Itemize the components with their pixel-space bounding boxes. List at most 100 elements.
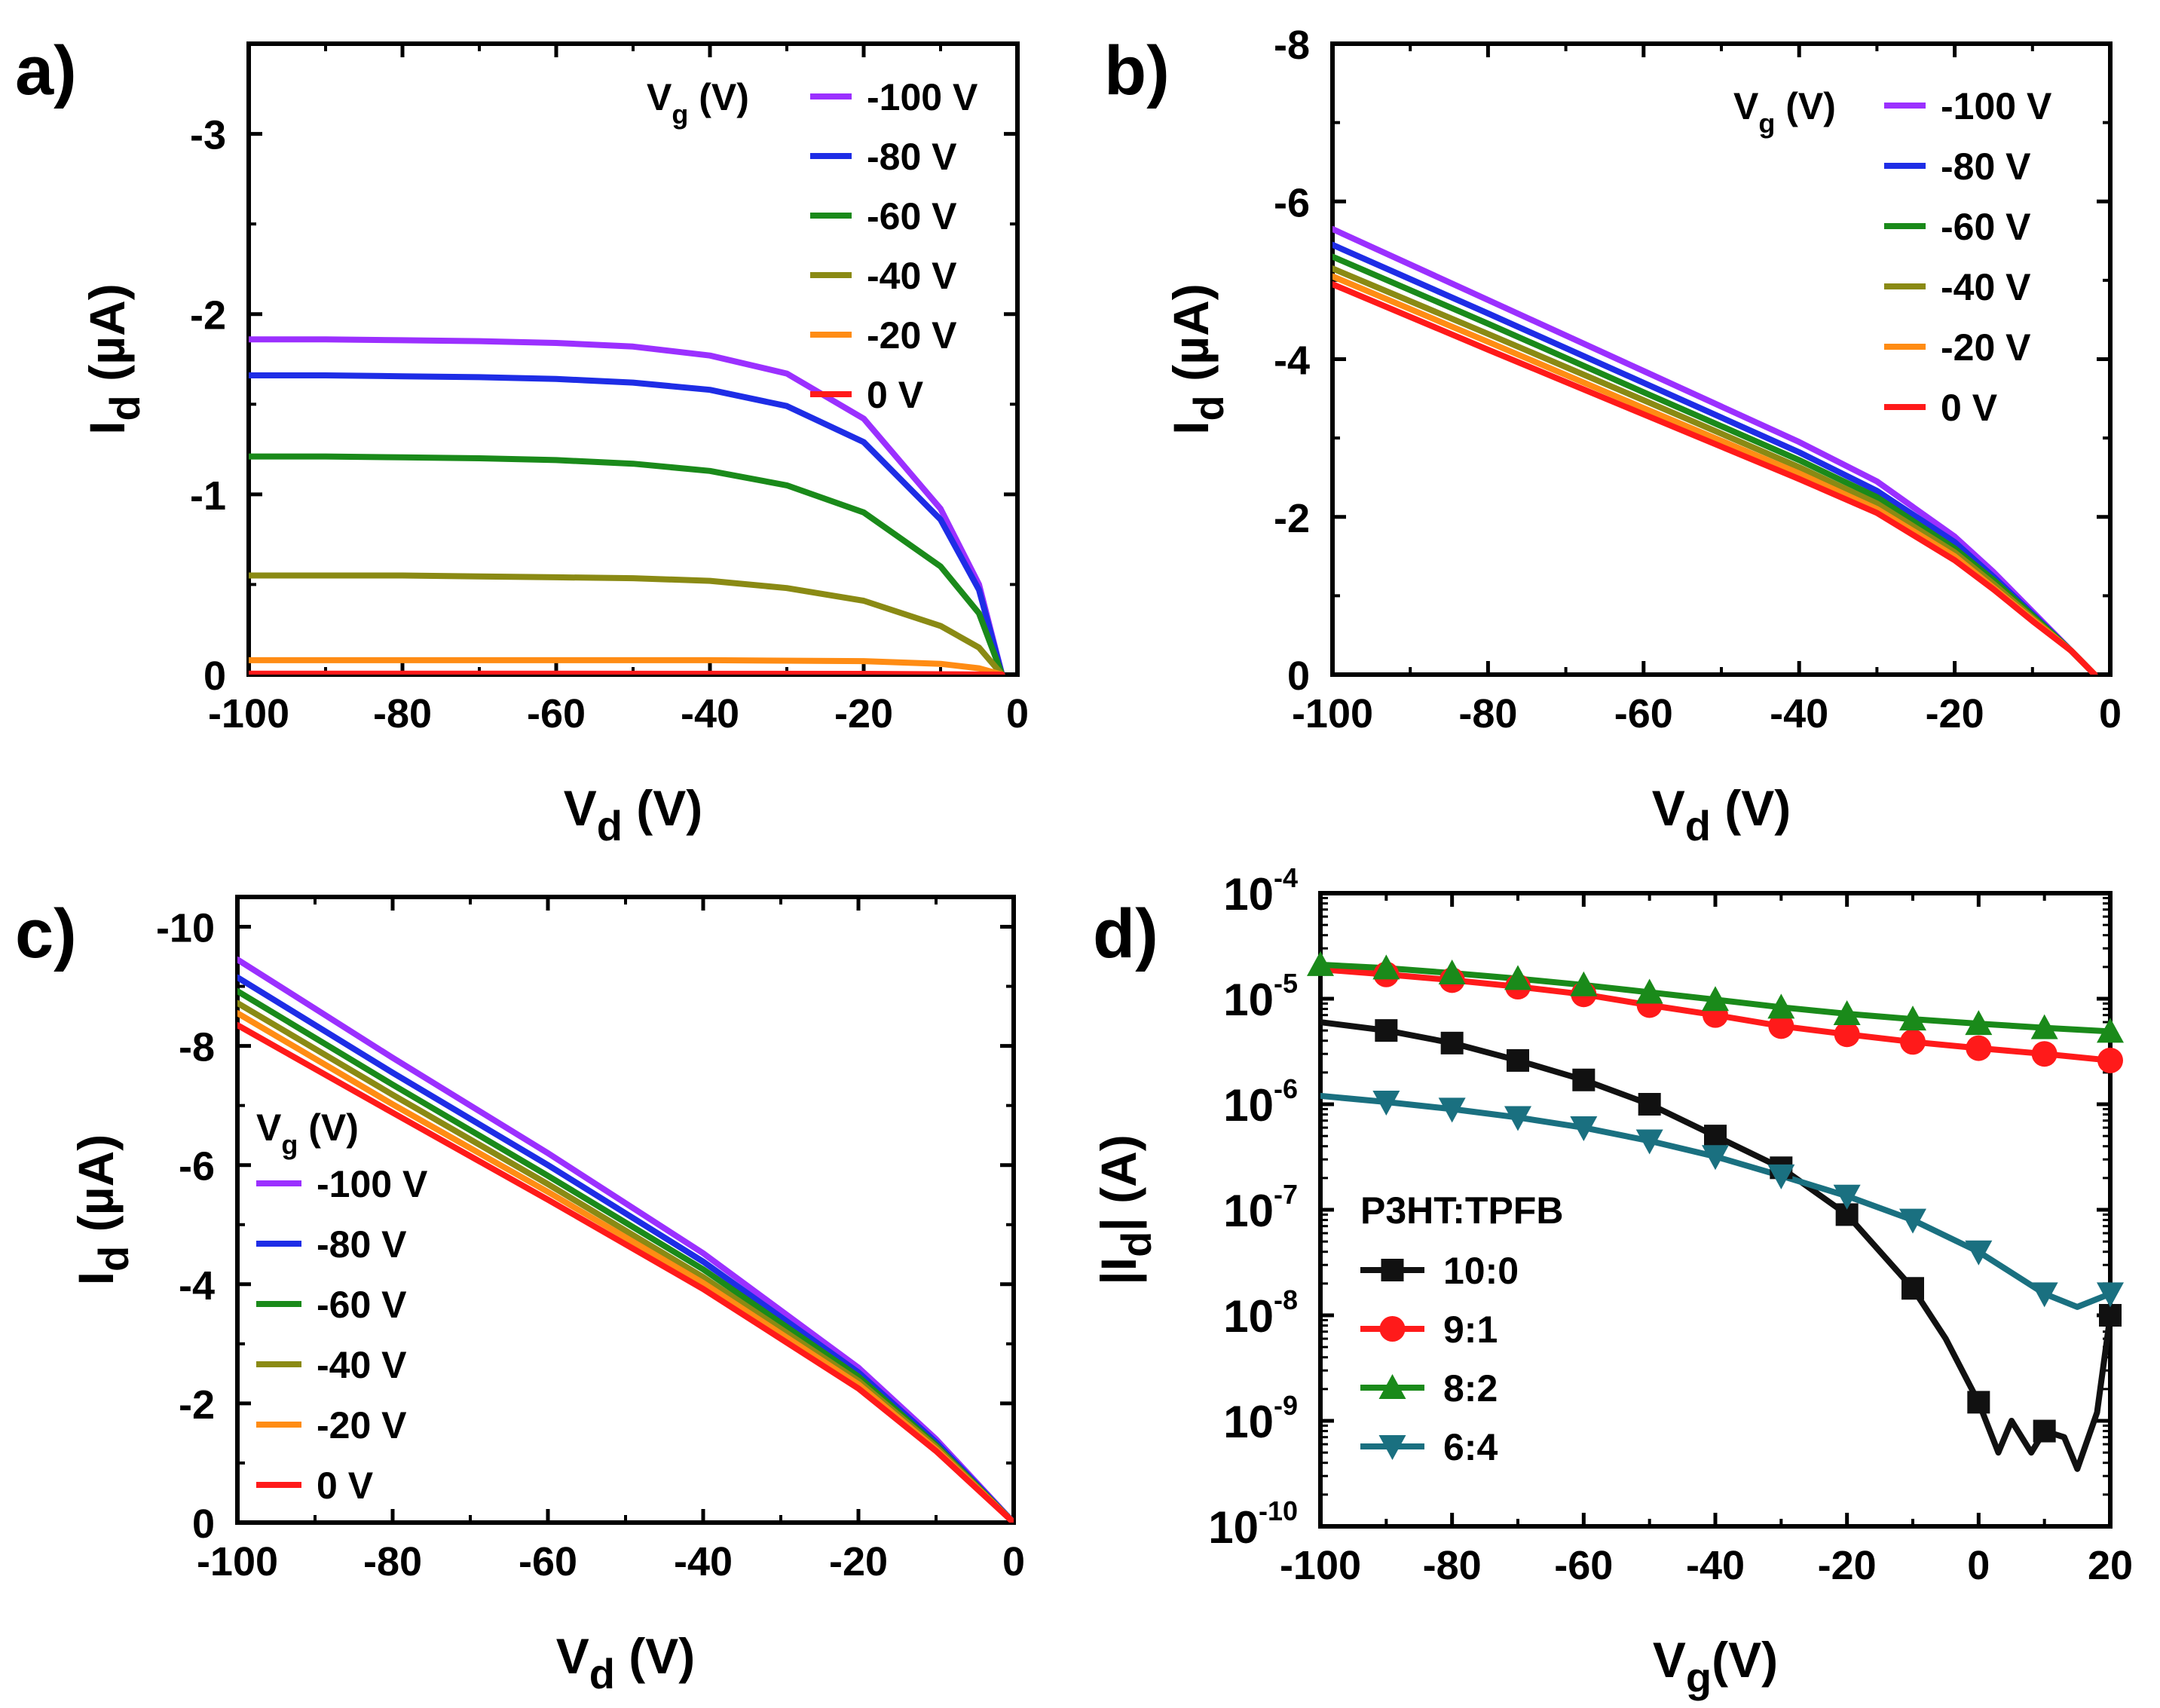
x-axis-label-main: V (556, 1628, 589, 1684)
y-tick-exponent: -9 (1274, 1390, 1298, 1421)
x-tick-label: -40 (1686, 1543, 1745, 1588)
legend-label: 10:0 (1443, 1250, 1519, 1292)
data-point-100 (1440, 1031, 1464, 1054)
y-tick-label: -8 (1274, 23, 1310, 68)
x-axis-label-sub: g (1686, 1654, 1712, 1701)
legend: P3HT:TPFB 10:0 9:1 8:2 6:4 (1360, 1189, 1563, 1468)
plot-area (249, 336, 1005, 675)
legend-label: -40 V (867, 255, 957, 297)
legend-title-main: V (647, 76, 672, 118)
y-axis-label: Id (µA) (79, 283, 148, 435)
data-point-82 (1438, 959, 1466, 984)
y-tick-label: -4 (1274, 338, 1310, 384)
data-point-82 (2030, 1014, 2058, 1039)
series-line-100V (249, 336, 1005, 675)
legend-title: Vg (V) (256, 1107, 359, 1160)
legend-title-unit: (V) (298, 1107, 359, 1149)
x-tick-label: -20 (1818, 1543, 1877, 1588)
legend-title: Vg (V) (647, 76, 749, 130)
data-point-82 (1833, 999, 1861, 1025)
panel-b: b) -100 -80 -60 -40 -20 0 0 -2 -4 -6 -8 Vd (V) Id (µA… (1104, 23, 2122, 849)
legend-label: -20 V (1941, 326, 2031, 369)
series-line-80V (1332, 241, 2098, 675)
legend-label: -60 V (1941, 206, 2031, 248)
series-line-40V (249, 572, 1005, 675)
x-axis-label-sub: d (1685, 802, 1711, 849)
data-point-91 (2097, 1047, 2123, 1073)
data-point-64 (1635, 1129, 1663, 1155)
y-axis-label-sub: d (90, 1246, 137, 1272)
data-point-100 (1901, 1277, 1924, 1300)
y-axis-label-unit: (µA) (68, 1134, 124, 1246)
x-tick-label: -100 (208, 691, 289, 736)
data-point-82 (1307, 950, 1334, 976)
y-tick-base: 10 (1223, 975, 1274, 1025)
data-point-100 (2099, 1304, 2122, 1327)
y-tick-label: 10-9 (1223, 1390, 1298, 1447)
panel-a: a) -100 -80 -60 -40 -20 0 0 -1 -2 -3 Vd (V) Id (µA) V… (15, 32, 1029, 849)
panel-c: c) -100 -80 -60 -40 -20 0 0 -2 -4 -6 -8 -10 Vd (V) Id … (15, 895, 1025, 1697)
y-tick-label: 10-8 (1223, 1284, 1298, 1342)
legend-marker (1381, 1259, 1404, 1281)
x-tick-label: -100 (1292, 691, 1373, 736)
y-tick-base: 10 (1208, 1502, 1259, 1553)
legend-title-sub: g (281, 1129, 298, 1160)
legend-marker (1378, 1435, 1406, 1460)
y-tick-exponent: -7 (1274, 1179, 1298, 1210)
data-point-100 (1507, 1048, 1529, 1072)
legend-label: 0 V (867, 374, 924, 416)
x-tick-label: 0 (1006, 691, 1029, 736)
data-point-64 (1899, 1208, 1926, 1234)
x-tick-label: -80 (373, 691, 432, 736)
legend-title: P3HT:TPFB (1360, 1189, 1563, 1232)
y-axis-label: Id (µA) (1163, 283, 1232, 435)
y-tick-label: -2 (1274, 496, 1310, 541)
x-axis-label-sub: d (589, 1650, 615, 1697)
y-axis-label-unit: (µA) (1163, 283, 1219, 395)
series-line-20V (249, 657, 1005, 675)
data-point-64 (1965, 1240, 1993, 1266)
plot-area (1332, 225, 2098, 675)
data-point-64 (2030, 1282, 2058, 1308)
data-point-82 (1570, 971, 1598, 996)
legend: Vg (V)-100 V-80 V-60 V-40 V-20 V0 V (256, 1107, 428, 1507)
x-tick-label: 20 (2088, 1543, 2133, 1588)
y-tick-base: 10 (1223, 869, 1274, 920)
y-tick-label: -2 (190, 293, 226, 338)
legend-label: -80 V (317, 1223, 407, 1266)
x-tick-label: -20 (1926, 691, 1984, 736)
data-point-64 (1372, 1091, 1400, 1116)
legend-label: 0 V (1941, 387, 1998, 429)
y-axis-label: |Id| (A) (1091, 1134, 1160, 1284)
x-tick-label: -20 (834, 691, 893, 736)
legend-title-sub: g (672, 99, 688, 130)
legend-title-unit: (V) (688, 76, 749, 118)
panel-label: c) (15, 895, 77, 972)
data-point-82 (2097, 1018, 2124, 1043)
legend-label: 0 V (317, 1465, 374, 1507)
legend-label: -80 V (1941, 145, 2031, 188)
y-tick-label: 10-6 (1223, 1073, 1298, 1131)
y-tick-label: -6 (179, 1144, 215, 1189)
y-tick-label: 0 (203, 654, 226, 699)
y-axis-label-main: |I (1091, 1257, 1148, 1285)
x-axis-label-main: V (564, 780, 597, 836)
y-tick-label: -3 (190, 113, 226, 158)
data-point-91 (2031, 1041, 2058, 1067)
panel-d: d)-100 -80 -60 -40 -20 0 2010-1010-910-810-710… (1091, 862, 2133, 1701)
data-point-100 (1704, 1125, 1727, 1148)
y-axis-label: Id (µA) (68, 1134, 137, 1286)
y-tick-exponent: -10 (1259, 1495, 1298, 1526)
y-tick-exponent: -8 (1274, 1284, 1298, 1315)
x-tick-label: -40 (1770, 691, 1828, 736)
legend-title: Vg (V) (1733, 85, 1836, 139)
legend-label: -40 V (317, 1344, 407, 1386)
x-tick-label: -100 (1280, 1543, 1361, 1588)
y-tick-label: -8 (179, 1025, 215, 1070)
plot-area (237, 957, 1014, 1523)
data-point-82 (1635, 978, 1663, 1004)
x-axis-label-unit: (V) (1712, 1632, 1778, 1688)
x-axis-label-main: V (1652, 780, 1685, 836)
x-axis-label: Vd (V) (564, 780, 703, 849)
